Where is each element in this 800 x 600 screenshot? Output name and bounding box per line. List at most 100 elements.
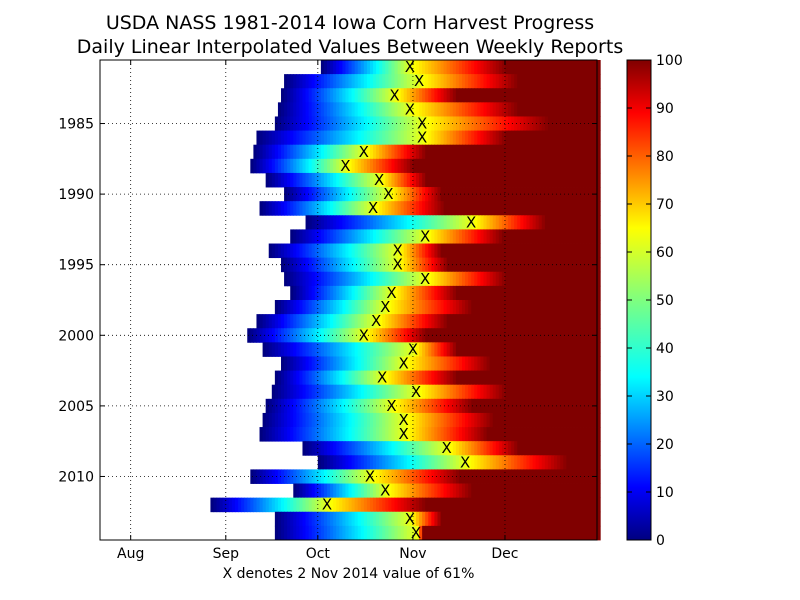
heatmap-cell: [311, 314, 316, 329]
heatmap-cell: [400, 144, 405, 160]
heatmap-cell: [409, 356, 414, 371]
heatmap-cell: [302, 172, 307, 188]
heatmap-cell: [566, 356, 570, 371]
heatmap-cell: [305, 172, 310, 188]
heatmap-cell: [547, 412, 552, 428]
heatmap-cell: [443, 88, 448, 103]
heatmap-cell: [400, 441, 405, 456]
heatmap-cell: [320, 187, 325, 202]
heatmap-cell: [504, 144, 509, 160]
heatmap-cell: [373, 483, 377, 499]
heatmap-cell: [581, 370, 586, 386]
heatmap-cell: [575, 257, 580, 273]
heatmap-cell: [265, 398, 270, 414]
heatmap-cell: [330, 102, 334, 117]
heatmap-cell: [403, 285, 408, 301]
heatmap-cell: [369, 441, 374, 456]
heatmap-cell: [388, 158, 393, 174]
heatmap-cell: [293, 342, 297, 357]
heatmap-cell: [477, 384, 482, 400]
heatmap-cell: [271, 412, 276, 428]
heatmap-cell: [563, 201, 567, 216]
heatmap-cell: [465, 455, 469, 470]
heatmap-cell: [403, 412, 408, 428]
heatmap-cell: [373, 342, 377, 357]
heatmap-cell: [277, 370, 282, 386]
heatmap-cell: [210, 497, 215, 513]
heatmap-cell: [575, 398, 580, 414]
heatmap-cell: [385, 102, 389, 117]
heatmap-cell: [317, 201, 322, 216]
heatmap-cell: [550, 483, 555, 499]
heatmap-cell: [468, 455, 472, 470]
heatmap-cell: [308, 370, 313, 386]
heatmap-cell: [360, 130, 365, 146]
heatmap-cell: [363, 412, 368, 428]
heatmap-cell: [434, 60, 439, 75]
heatmap-cell: [412, 384, 417, 400]
heatmap-cell: [308, 427, 313, 442]
heatmap-cell: [541, 243, 546, 259]
heatmap-cell: [369, 483, 374, 499]
heatmap-cell: [477, 201, 482, 216]
heatmap-cell: [314, 314, 319, 329]
heatmap-cell: [262, 144, 267, 160]
heatmap-cell: [504, 257, 509, 273]
heatmap-cell: [597, 328, 601, 343]
heatmap-cell: [382, 88, 386, 103]
heatmap-cell: [508, 511, 512, 527]
heatmap-cell: [590, 285, 595, 301]
heatmap-cell: [287, 342, 291, 357]
heatmap-cell: [495, 215, 500, 230]
heatmap-cell: [360, 88, 365, 103]
heatmap-cell: [483, 88, 488, 103]
heatmap-cell: [287, 243, 291, 259]
heatmap-cell: [452, 314, 457, 329]
heatmap-cell: [452, 342, 457, 357]
heatmap-cell: [517, 229, 521, 244]
heatmap-cell: [293, 74, 297, 89]
heatmap-cell: [563, 525, 567, 541]
heatmap-cell: [443, 172, 448, 188]
heatmap-cell: [474, 158, 478, 174]
heatmap-cell: [593, 511, 598, 527]
heatmap-cell: [415, 60, 420, 75]
heatmap-cell: [323, 172, 328, 188]
heatmap-cell: [428, 229, 432, 244]
heatmap-cell: [593, 144, 598, 160]
heatmap-cell: [492, 398, 497, 414]
heatmap-cell: [547, 285, 552, 301]
heatmap-cell: [517, 370, 521, 386]
heatmap-cell: [449, 172, 454, 188]
heatmap-cell: [431, 285, 435, 301]
heatmap-cell: [400, 384, 405, 400]
heatmap-cell: [455, 88, 460, 103]
heatmap-cell: [544, 441, 549, 456]
heatmap-cell: [391, 130, 396, 146]
heatmap-cell: [406, 370, 411, 386]
heatmap-cell: [458, 525, 463, 541]
heatmap-cell: [342, 285, 347, 301]
heatmap-cell: [541, 511, 546, 527]
heatmap-cell: [508, 144, 512, 160]
heatmap-cell: [529, 356, 534, 371]
heatmap-cell: [489, 455, 494, 470]
heatmap-cell: [373, 229, 377, 244]
heatmap-cell: [400, 469, 405, 484]
heatmap-cell: [376, 314, 380, 329]
heatmap-cell: [419, 172, 423, 188]
heatmap-cell: [511, 300, 515, 315]
heatmap-cell: [434, 483, 439, 499]
heatmap-cell: [504, 74, 509, 89]
heatmap-cell: [557, 328, 561, 343]
heatmap-cell: [529, 285, 534, 301]
heatmap-cell: [406, 88, 411, 103]
heatmap-cell: [336, 427, 340, 442]
heatmap-cell: [492, 497, 497, 513]
heatmap-cell: [330, 356, 334, 371]
heatmap-cell: [569, 314, 574, 329]
heatmap-cell: [388, 342, 393, 357]
heatmap-cell: [560, 412, 564, 428]
heatmap-cell: [428, 285, 432, 301]
heatmap-cell: [330, 285, 334, 301]
